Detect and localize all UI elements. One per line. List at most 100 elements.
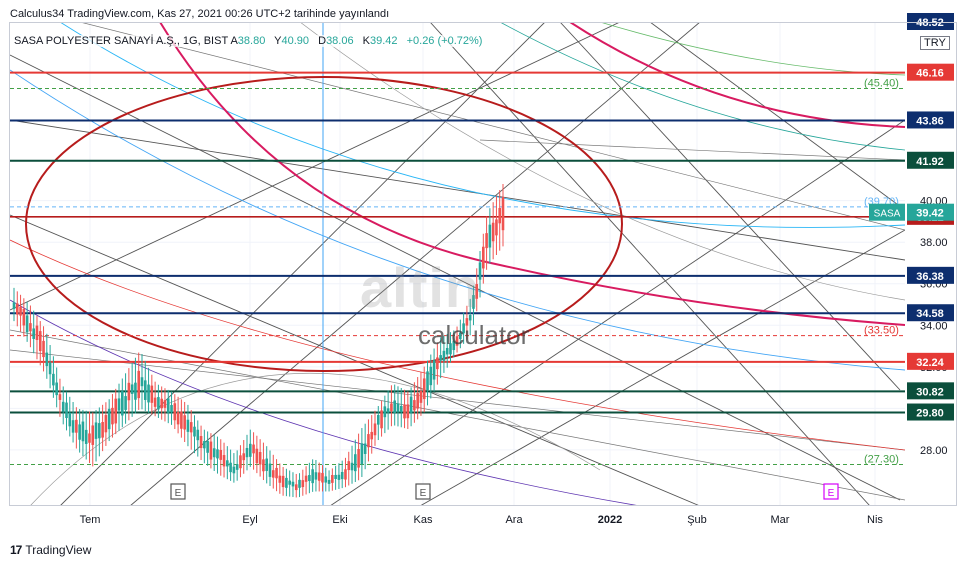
candle-body xyxy=(363,443,367,454)
level-tag-7: 30.82 xyxy=(916,386,944,398)
candle-body xyxy=(334,474,337,479)
candle-body xyxy=(393,400,396,413)
candle-body xyxy=(248,443,252,457)
level-tag-bg-0 xyxy=(907,63,954,81)
footer[interactable]: 17 TradingView xyxy=(10,543,91,557)
candle-body xyxy=(160,398,163,409)
tradingview-logo-icon: 17 xyxy=(10,543,22,557)
trend-line-11 xyxy=(479,139,905,161)
candle-body xyxy=(304,475,308,482)
candle-body xyxy=(468,314,472,321)
trend-line-7 xyxy=(429,22,871,506)
candle-body xyxy=(150,385,154,403)
candle-body xyxy=(449,343,452,355)
candle-body xyxy=(222,455,226,467)
candle-body xyxy=(193,426,196,437)
candle-body xyxy=(327,479,331,484)
dashed-level-label-3: (27.30) xyxy=(864,453,899,465)
candle-body xyxy=(98,423,101,439)
candle-body xyxy=(147,384,150,403)
candle-body xyxy=(472,295,475,309)
trend-line-1 xyxy=(10,22,621,311)
event-marker-label-1: E xyxy=(420,488,427,499)
candle-body xyxy=(173,403,177,421)
candle-body xyxy=(189,422,193,433)
candle-body xyxy=(347,461,351,471)
candle-body xyxy=(288,480,291,485)
level-tag-bg-1 xyxy=(907,111,954,129)
candle-body xyxy=(88,433,91,443)
candle-body xyxy=(498,207,502,224)
x-tick-label-7: Mar xyxy=(771,514,790,526)
candle-body xyxy=(32,328,35,339)
arc-grey-1 xyxy=(29,373,601,506)
candle-body xyxy=(78,424,81,440)
currency-button[interactable]: TRY xyxy=(920,36,950,50)
candle-body xyxy=(212,448,216,458)
candle-body xyxy=(357,449,360,468)
trend-line-9 xyxy=(10,119,905,261)
tradingview-brand: TradingView xyxy=(25,543,92,557)
candle-body xyxy=(42,340,45,358)
candle-body xyxy=(101,422,104,438)
candle-body xyxy=(111,407,114,425)
chart-frame xyxy=(9,22,957,506)
candle-body xyxy=(436,357,439,370)
candle-body xyxy=(367,434,370,448)
y-tick-label-5: 38.00 xyxy=(920,237,948,249)
last-price-symbol-bg xyxy=(869,203,905,221)
candle-body xyxy=(403,404,406,419)
candle-body xyxy=(406,404,410,419)
last-price-bg xyxy=(907,203,954,221)
candle-body xyxy=(422,378,426,400)
candle-body xyxy=(314,472,318,480)
candle-body xyxy=(12,302,16,310)
candle-body xyxy=(452,340,456,351)
candle-body xyxy=(239,455,242,469)
level-tag-top-bg xyxy=(907,13,954,30)
candle-body xyxy=(65,402,68,419)
candle-body xyxy=(157,397,160,410)
candle-body xyxy=(15,303,19,315)
candle-body xyxy=(278,475,282,483)
low-label: D xyxy=(318,35,327,47)
candle-body xyxy=(81,421,85,442)
dashed-level-label-0: (45.40) xyxy=(864,77,899,89)
candle-body xyxy=(337,474,341,480)
candle-body xyxy=(426,371,429,391)
candle-body xyxy=(226,460,229,467)
candle-body xyxy=(153,397,157,407)
arc-magenta-1 xyxy=(159,22,905,326)
arc-teal xyxy=(499,22,905,151)
candle-body xyxy=(465,318,469,326)
open-value: 38.80 xyxy=(237,35,266,47)
candle-body xyxy=(216,449,219,459)
candle-body xyxy=(170,405,173,413)
candle-body xyxy=(130,384,134,394)
candle-body xyxy=(45,352,49,367)
close-label: K xyxy=(362,35,370,47)
candle-body xyxy=(25,315,29,333)
candle-body xyxy=(176,412,180,425)
candle-body xyxy=(48,362,52,375)
candle-body xyxy=(331,475,334,483)
trend-line-0 xyxy=(10,54,901,501)
candle-body xyxy=(475,284,479,299)
candle-body xyxy=(232,466,236,474)
x-tick-label-1: Eyl xyxy=(242,514,257,526)
candle-body xyxy=(114,398,118,424)
arc-blue-2 xyxy=(59,22,905,228)
candle-body xyxy=(370,431,374,440)
candle-body xyxy=(166,398,170,413)
candle-body xyxy=(255,448,259,464)
candle-body xyxy=(485,233,488,249)
level-tag-4: 36.38 xyxy=(916,271,944,283)
candle-body xyxy=(265,458,269,471)
dashed-level-label-2: (33.50) xyxy=(864,325,899,337)
level-tag-bg-2 xyxy=(907,151,954,169)
candle-body xyxy=(495,219,498,236)
candle-body xyxy=(127,382,131,401)
candle-body xyxy=(399,405,403,412)
candle-body xyxy=(219,449,223,460)
